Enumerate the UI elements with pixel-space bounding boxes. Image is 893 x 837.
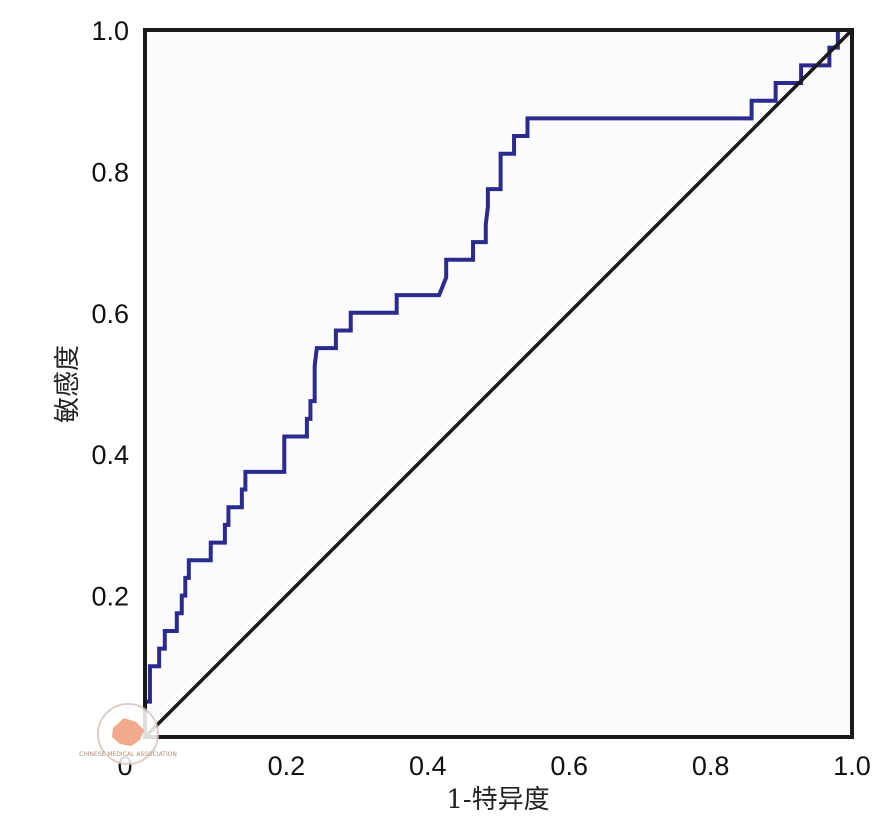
y-tick-label: 0.6 [91,299,129,329]
reference-diagonal-line [143,28,854,739]
plot-frame [143,28,854,739]
x-axis-title: 1-特异度 [446,785,549,815]
x-axis-ticks: 0 0.2 0.4 0.6 0.8 1.0 [117,751,870,781]
y-tick-label: 0.4 [91,440,129,470]
x-tick-label: 0.6 [550,751,588,781]
y-axis-title: 敏感度 [53,345,83,423]
x-tick-label: 1.0 [833,751,871,781]
y-tick-label: 1.0 [91,16,129,46]
watermark-text: CHINESE MEDICAL ASSOCIATION [79,751,177,758]
x-tick-label: 0.8 [692,751,730,781]
watermark-emblem [112,718,144,746]
x-tick-label: 0.4 [409,751,447,781]
x-tick-label: 0.2 [268,751,306,781]
association-watermark: CHINESE MEDICAL ASSOCIATION [79,703,177,765]
y-tick-label: 0.2 [91,582,129,612]
y-axis-ticks: 0.2 0.4 0.6 0.8 1.0 [91,16,129,612]
roc-curve-line [143,28,852,737]
chart-lines [143,28,854,739]
y-tick-label: 0.8 [91,157,129,187]
